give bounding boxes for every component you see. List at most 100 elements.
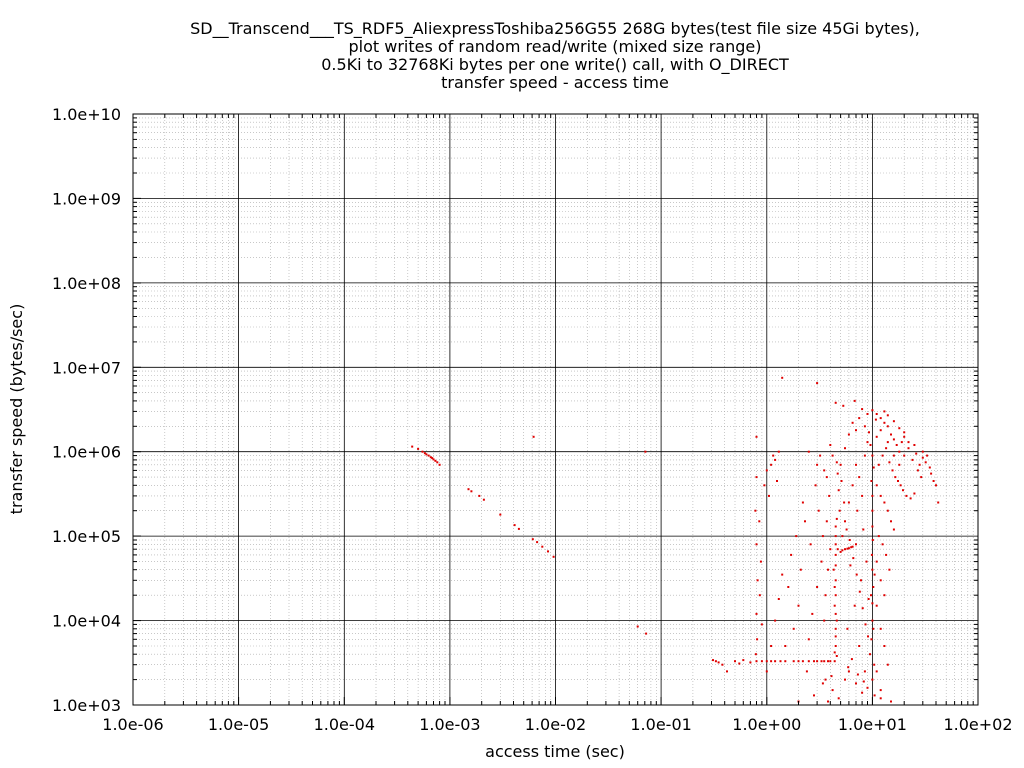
data-point — [863, 454, 866, 457]
data-point — [930, 472, 933, 475]
data-point — [833, 586, 836, 588]
data-point — [851, 484, 854, 487]
data-point — [877, 463, 880, 466]
data-point — [873, 694, 876, 697]
data-point — [879, 697, 882, 700]
data-point — [828, 494, 831, 497]
x-tick-label: 1.0e+00 — [732, 715, 801, 734]
data-point — [821, 682, 824, 685]
data-point — [763, 484, 766, 487]
data-point — [831, 689, 834, 692]
data-point — [860, 579, 862, 582]
data-point — [867, 635, 869, 638]
data-point — [827, 568, 829, 571]
data-point — [861, 691, 864, 694]
data-point — [875, 560, 878, 563]
data-point — [871, 602, 874, 605]
data-point — [872, 586, 875, 588]
y-tick-label: 1.0e+10 — [52, 105, 121, 124]
data-point — [937, 501, 940, 504]
data-point — [883, 594, 886, 597]
data-point — [827, 700, 829, 703]
data-point — [898, 463, 901, 466]
data-point — [883, 645, 886, 647]
data-point — [760, 623, 763, 626]
data-point — [835, 517, 838, 520]
y-tick-label: 1.0e+07 — [52, 358, 121, 377]
data-point — [898, 427, 901, 430]
data-point — [787, 586, 790, 588]
data-point — [517, 527, 520, 530]
data-point — [872, 627, 875, 630]
data-point — [427, 454, 430, 457]
data-point — [784, 660, 787, 663]
data-point — [905, 494, 908, 497]
data-point — [875, 604, 878, 607]
data-point — [836, 548, 839, 551]
data-point — [805, 670, 808, 673]
data-point — [774, 619, 777, 622]
data-point — [770, 645, 773, 647]
data-point — [834, 543, 837, 546]
data-point — [431, 457, 434, 460]
y-tick-label: 1.0e+09 — [52, 189, 121, 208]
data-point — [871, 539, 874, 541]
data-point — [470, 490, 473, 493]
data-point — [513, 524, 516, 527]
data-point — [467, 488, 470, 491]
data-point — [918, 463, 921, 466]
data-point — [855, 463, 857, 466]
data-point — [835, 655, 838, 657]
data-point — [913, 444, 916, 446]
data-point — [831, 454, 834, 457]
data-point — [425, 453, 428, 456]
data-point — [871, 509, 874, 512]
y-axis-label: transfer speed (bytes/sec) — [7, 304, 26, 515]
data-point — [847, 501, 850, 504]
x-axis-label: access time (sec) — [485, 742, 625, 761]
data-point — [823, 660, 826, 663]
x-tick-label: 1.0e-01 — [630, 715, 691, 734]
data-point — [879, 494, 882, 497]
data-point — [829, 444, 832, 446]
data-point — [873, 573, 876, 576]
data-point — [834, 579, 837, 582]
data-point — [855, 543, 857, 546]
data-point — [536, 541, 539, 544]
data-point — [429, 456, 432, 459]
chart-title-line-1: SD__Transcend___TS_RDF5_AliexpressToshib… — [190, 19, 920, 39]
chart-title-line-3: 0.5Ki to 32768Ki bytes per one write() c… — [321, 55, 789, 75]
data-point — [817, 509, 820, 512]
data-point — [760, 660, 763, 663]
x-tick-label: 1.0e-06 — [102, 715, 163, 734]
data-point — [881, 543, 884, 546]
data-point — [847, 547, 850, 550]
data-point — [873, 663, 876, 666]
data-point — [872, 466, 875, 469]
data-point — [863, 425, 866, 428]
data-point — [765, 670, 768, 673]
data-point — [861, 494, 864, 497]
data-point — [846, 627, 849, 630]
data-point — [875, 413, 878, 415]
data-point — [866, 413, 869, 415]
data-point — [864, 623, 867, 626]
data-point — [749, 661, 752, 664]
data-point — [714, 660, 717, 663]
data-point — [890, 520, 892, 523]
data-points — [411, 376, 940, 703]
data-point — [848, 539, 851, 541]
data-point — [755, 435, 758, 438]
data-point — [915, 452, 918, 455]
data-point — [834, 401, 837, 404]
data-point — [845, 528, 848, 531]
data-point — [797, 604, 800, 607]
data-point — [838, 509, 841, 512]
data-point — [829, 548, 832, 551]
data-point — [755, 476, 758, 479]
data-point — [890, 433, 892, 436]
data-point — [541, 545, 544, 548]
data-point — [875, 435, 878, 438]
data-point — [807, 638, 810, 641]
data-point — [816, 660, 819, 663]
